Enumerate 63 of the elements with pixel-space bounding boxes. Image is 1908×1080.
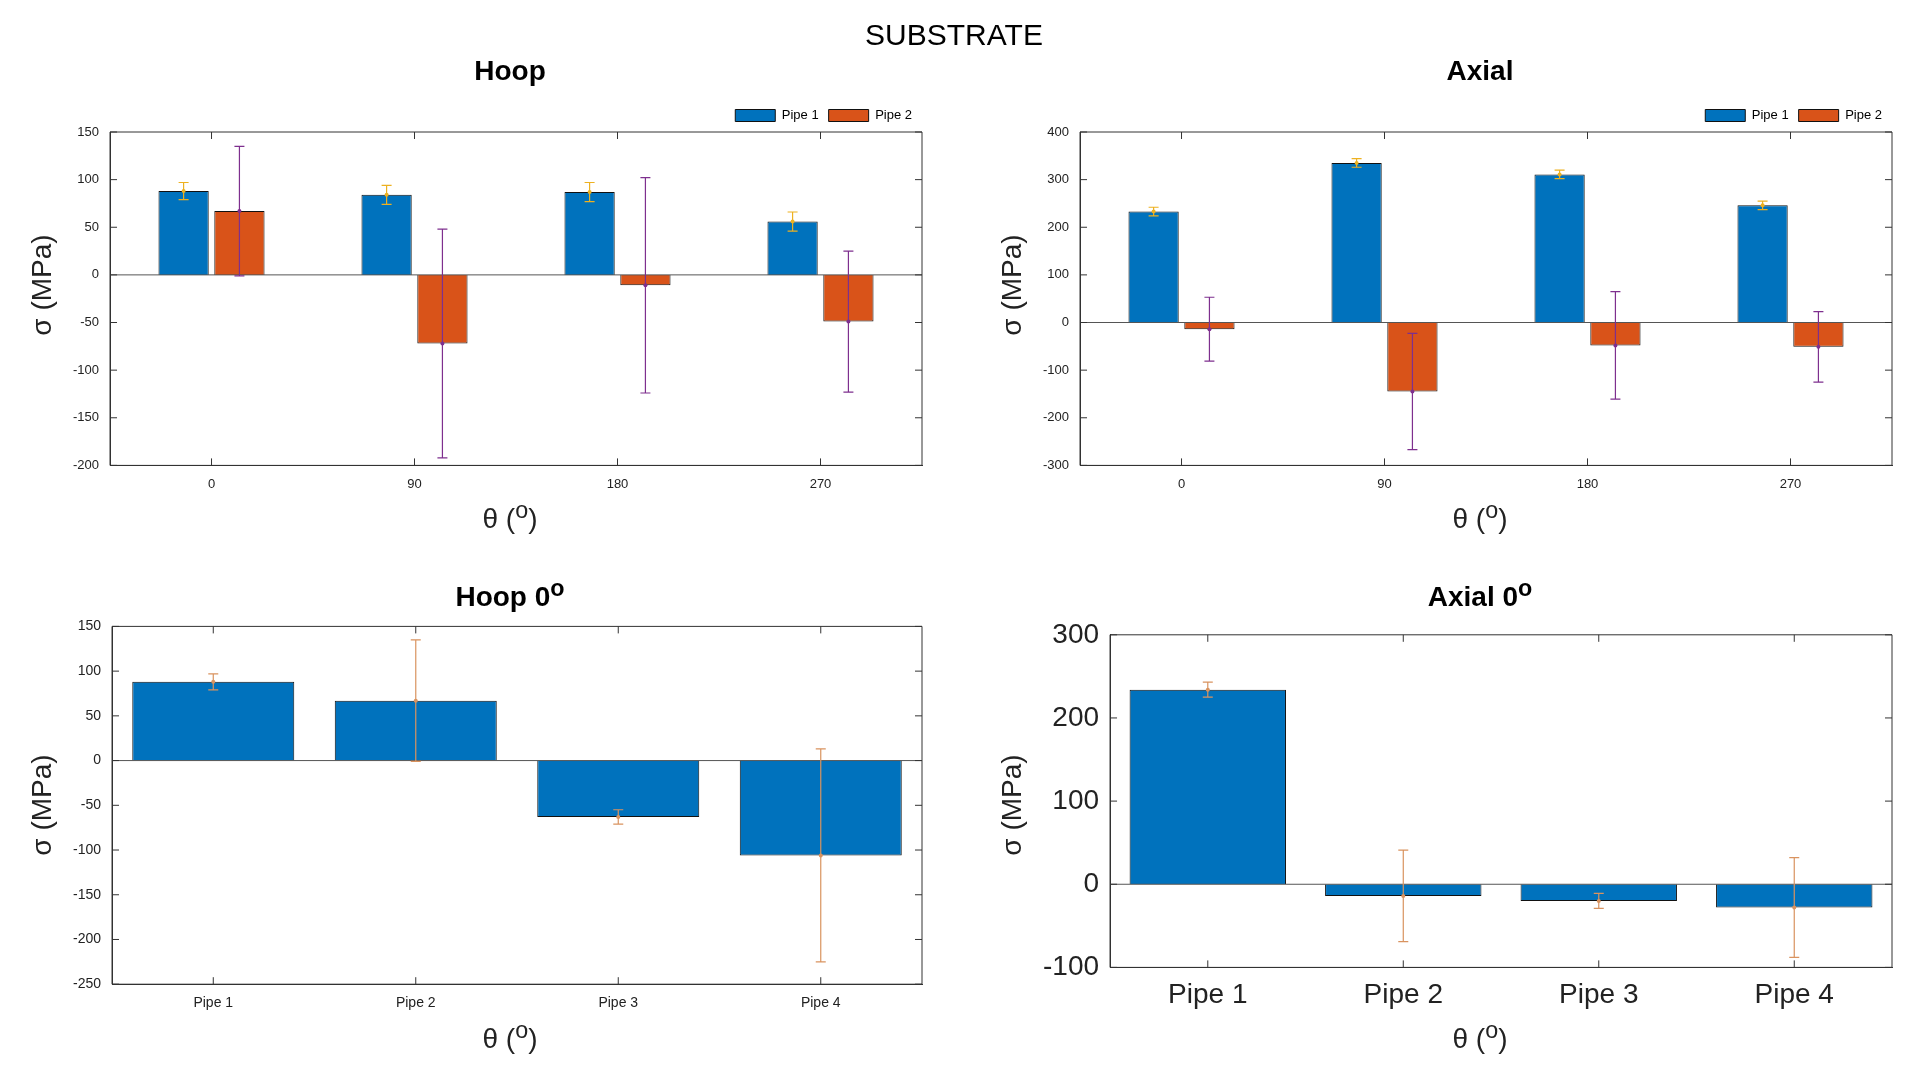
x-tick-label: 270: [1779, 475, 1802, 491]
x-tick-label: Pipe 3: [1559, 977, 1639, 1009]
text: SUBSTRATE: [864, 18, 1044, 52]
y-tick-label: -100: [72, 361, 100, 377]
y-tick-label: -200: [72, 930, 102, 947]
y-tick-label: 100: [77, 661, 102, 678]
x-tick-label: 180: [1576, 475, 1599, 491]
y-tick-label: -50: [80, 796, 102, 813]
x-axis-title: θ ($^{o}$): [481, 1016, 539, 1055]
y-tick-label: -100: [1042, 950, 1100, 982]
y-tick-label: 0: [1061, 314, 1070, 330]
chart-title: Hoop 0$^{o}$: [454, 575, 566, 614]
y-axis-title: σ (MPa): [996, 754, 1028, 856]
y-tick-label: 50: [84, 218, 100, 234]
x-tick-label: 90: [1377, 475, 1392, 491]
x-tick-label: Pipe 1: [1168, 977, 1248, 1009]
y-tick-label: -100: [72, 840, 102, 857]
legend-label: Pipe 2: [1845, 107, 1883, 123]
y-tick-label: 300: [1052, 617, 1100, 649]
y-tick-label: 400: [1047, 123, 1070, 139]
chart-title: Axial: [1445, 55, 1515, 87]
y-tick-label: -100: [1042, 361, 1070, 377]
y-tick-label: 0: [93, 751, 102, 768]
y-tick-label: -200: [1042, 409, 1070, 425]
y-tick-label: -50: [80, 314, 100, 330]
x-tick-label: Pipe 3: [598, 994, 639, 1011]
y-tick-label: 150: [77, 617, 102, 634]
x-tick-label: 0: [207, 475, 216, 491]
y-tick-label: 0: [1083, 866, 1100, 898]
chart-title: Hoop: [473, 55, 547, 87]
y-axis-title: σ (MPa): [996, 234, 1028, 336]
x-axis-title: θ ($^{o}$): [1451, 1016, 1509, 1055]
y-tick-label: 0: [91, 266, 100, 282]
x-axis-title: θ ($^{o}$): [481, 496, 539, 535]
y-axis-title: σ (MPa): [26, 754, 58, 856]
legend-label: Pipe 1: [1751, 107, 1789, 123]
y-tick-label: -150: [72, 885, 102, 902]
y-tick-label: 100: [1047, 266, 1070, 282]
x-tick-label: Pipe 4: [800, 994, 841, 1011]
y-tick-label: 300: [1047, 171, 1070, 187]
chart-title: Axial 0$^{o}$: [1426, 575, 1534, 614]
y-tick-label: 100: [77, 171, 100, 187]
y-tick-label: 200: [1052, 700, 1100, 732]
legend-label: Pipe 2: [875, 107, 913, 123]
legend-label: Pipe 1: [781, 107, 819, 123]
x-axis-title: θ ($^{o}$): [1451, 496, 1509, 535]
x-tick-label: 0: [1177, 475, 1186, 491]
y-tick-label: -250: [72, 975, 102, 992]
x-tick-label: Pipe 4: [1754, 977, 1834, 1009]
x-tick-label: 90: [407, 475, 422, 491]
y-tick-label: -200: [72, 456, 100, 472]
x-tick-label: Pipe 2: [1363, 977, 1443, 1009]
y-tick-label: 50: [85, 706, 102, 723]
x-tick-label: 270: [809, 475, 832, 491]
x-tick-label: Pipe 2: [395, 994, 436, 1011]
y-axis-title: σ (MPa): [26, 234, 58, 336]
y-tick-label: 200: [1047, 218, 1070, 234]
y-tick-label: 100: [1052, 783, 1100, 815]
x-tick-label: Pipe 1: [193, 994, 234, 1011]
y-tick-label: -150: [72, 409, 100, 425]
y-tick-label: 150: [77, 123, 100, 139]
y-tick-label: -300: [1042, 456, 1070, 472]
x-tick-label: 180: [606, 475, 629, 491]
